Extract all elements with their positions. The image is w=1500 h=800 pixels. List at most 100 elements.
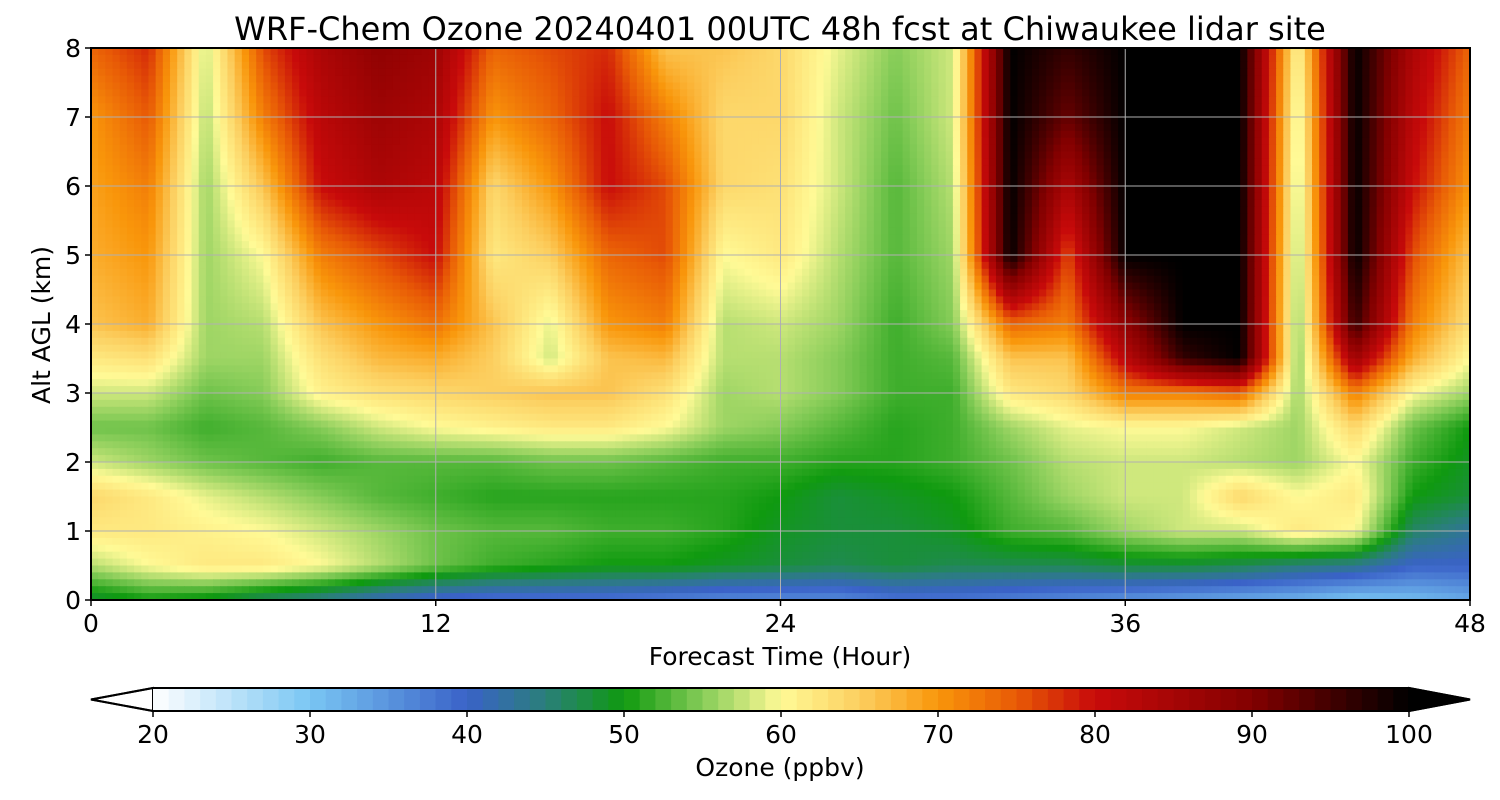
heatmap-cell (1426, 103, 1435, 111)
heatmap-cell (313, 123, 322, 132)
heatmap-cell (1347, 110, 1356, 118)
heatmap-cell (615, 54, 624, 63)
heatmap-cell (500, 206, 509, 215)
heatmap-cell (952, 82, 961, 90)
heatmap-cell (1010, 75, 1019, 84)
heatmap-cell (924, 117, 932, 125)
heatmap-cell (1355, 117, 1363, 125)
heatmap-cell (1319, 213, 1327, 222)
heatmap-cell (952, 137, 961, 146)
heatmap-cell (1347, 117, 1356, 125)
heatmap-cell (1060, 96, 1069, 104)
heatmap-cell (170, 213, 178, 222)
heatmap-cell (816, 220, 825, 228)
heatmap-cell (1039, 144, 1047, 153)
heatmap-cell (586, 172, 595, 180)
heatmap-cell (1398, 192, 1406, 201)
heatmap-cell (1074, 186, 1083, 194)
heatmap-cell (450, 220, 458, 228)
heatmap-cell (335, 144, 343, 153)
heatmap-cell (873, 117, 882, 125)
heatmap-cell (1405, 54, 1414, 63)
heatmap-cell (1153, 89, 1162, 97)
heatmap-cell (320, 130, 329, 139)
heatmap-cell (1355, 199, 1363, 208)
heatmap-cell (213, 199, 221, 208)
heatmap-cell (1340, 117, 1349, 125)
heatmap-cell (550, 172, 559, 180)
heatmap-cell (1398, 130, 1406, 139)
heatmap-cell (378, 75, 387, 84)
heatmap-cell (866, 144, 875, 153)
heatmap-cell (572, 172, 580, 180)
heatmap-cell (378, 199, 387, 208)
heatmap-cell (213, 82, 221, 90)
heatmap-cell (1197, 117, 1205, 125)
heatmap-cell (1412, 137, 1421, 146)
heatmap-cell (988, 151, 997, 159)
heatmap-cell (126, 179, 135, 187)
heatmap-cell (1383, 123, 1392, 132)
heatmap-cell (227, 220, 236, 228)
heatmap-cell (608, 165, 616, 173)
heatmap-cell (1462, 186, 1470, 194)
heatmap-cell (751, 206, 760, 215)
heatmap-cell (1297, 103, 1306, 111)
heatmap-cell (141, 48, 150, 56)
heatmap-cell (227, 179, 236, 187)
heatmap-cell (622, 199, 631, 208)
heatmap-cell (277, 117, 286, 125)
heatmap-cell (1017, 144, 1026, 153)
heatmap-cell (270, 186, 279, 194)
heatmap-cell (356, 151, 365, 159)
heatmap-cell (916, 179, 925, 187)
heatmap-cell (428, 82, 437, 90)
heatmap-cell (730, 213, 738, 222)
heatmap-cell (780, 48, 789, 56)
heatmap-cell (1362, 110, 1371, 118)
heatmap-cell (277, 151, 286, 159)
heatmap-cell (1146, 151, 1155, 159)
heatmap-cell (134, 220, 142, 228)
heatmap-cell (1017, 54, 1026, 63)
heatmap-cell (486, 103, 494, 111)
heatmap-cell (1110, 165, 1119, 173)
heatmap-cell (313, 144, 322, 153)
heatmap-cell (794, 103, 803, 111)
heatmap-cell (1276, 130, 1284, 139)
heatmap-cell (457, 151, 466, 159)
heatmap-cell (557, 220, 566, 228)
heatmap-cell (205, 75, 214, 84)
heatmap-cell (859, 103, 868, 111)
heatmap-cell (1139, 110, 1148, 118)
heatmap-cell (644, 213, 652, 222)
heatmap-cell (1434, 54, 1442, 63)
heatmap-cell (514, 68, 523, 77)
heatmap-cell (679, 82, 688, 90)
heatmap-cell (313, 82, 322, 90)
heatmap-cell (1168, 75, 1177, 84)
heatmap-cell (162, 75, 171, 84)
heatmap-cell (1060, 75, 1069, 84)
heatmap-cell (701, 96, 710, 104)
heatmap-cell (723, 158, 731, 166)
heatmap-cell (112, 227, 121, 235)
heatmap-cell (1412, 75, 1421, 84)
heatmap-cell (1074, 220, 1083, 228)
heatmap-cell (830, 54, 839, 63)
heatmap-cell (794, 213, 803, 222)
heatmap-cell (1419, 186, 1428, 194)
heatmap-cell (730, 144, 738, 153)
heatmap-cell (213, 117, 221, 125)
heatmap-cell (679, 68, 688, 77)
heatmap-cell (608, 158, 616, 166)
heatmap-cell (256, 144, 264, 153)
heatmap-cell (974, 61, 983, 70)
heatmap-cell (220, 48, 229, 56)
heatmap-cell (644, 186, 652, 194)
heatmap-cell (1347, 220, 1356, 228)
heatmap-cell (1060, 110, 1069, 118)
heatmap-cell (1283, 137, 1292, 146)
heatmap-cell (134, 103, 142, 111)
heatmap-cell (435, 172, 444, 180)
